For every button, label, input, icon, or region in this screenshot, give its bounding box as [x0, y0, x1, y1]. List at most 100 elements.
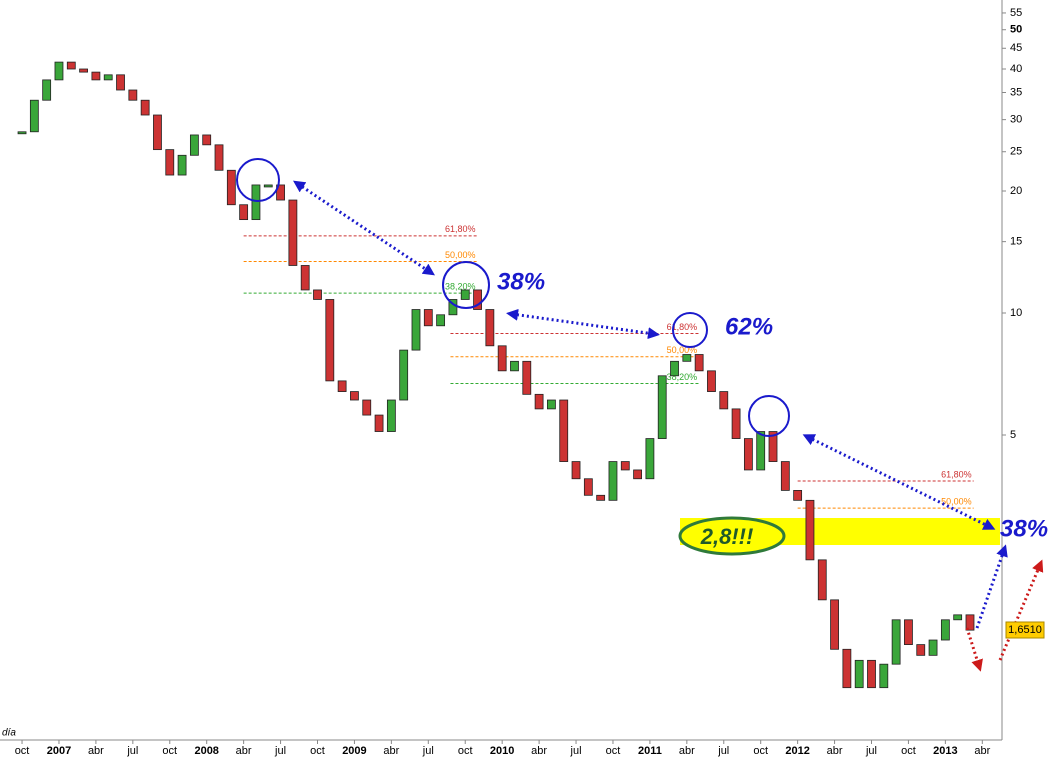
candle — [54, 61, 64, 81]
fib-label: 50,00% — [941, 497, 972, 507]
candle — [177, 154, 187, 176]
x-tick-label: oct — [162, 745, 177, 757]
arrow — [802, 434, 996, 530]
candle — [965, 614, 975, 631]
candle — [817, 559, 827, 601]
candle — [583, 478, 593, 496]
x-tick-label: oct — [15, 745, 30, 757]
x-tick-label: jul — [274, 745, 286, 757]
candle — [793, 490, 803, 501]
x-tick-label: jul — [422, 745, 434, 757]
callout — [678, 516, 786, 556]
candle — [29, 99, 39, 133]
candle — [916, 644, 926, 656]
fib-label: 61,80% — [667, 322, 698, 332]
candle — [362, 399, 372, 416]
candle — [263, 184, 273, 188]
x-tick-label: abr — [827, 745, 843, 757]
candle — [66, 61, 76, 70]
x-tick-label: jul — [717, 745, 729, 757]
candle — [251, 184, 261, 221]
x-tick-label: abr — [88, 745, 104, 757]
candle — [337, 380, 347, 392]
candle — [891, 619, 901, 665]
candle — [904, 619, 913, 645]
y-tick-label: 55 — [1010, 7, 1022, 19]
candle — [657, 375, 667, 439]
x-tick-label: oct — [753, 745, 768, 757]
candle — [325, 299, 335, 382]
candle — [953, 614, 963, 621]
x-tick-label: 2013 — [933, 745, 957, 757]
y-tick-label: 50 — [1010, 24, 1022, 36]
candle — [436, 314, 446, 327]
x-tick-label: abr — [531, 745, 547, 757]
x-tick-label: abr — [974, 745, 990, 757]
candle — [374, 414, 384, 432]
fib-label: 38,20% — [445, 281, 476, 291]
candle — [226, 169, 236, 206]
annotation: 2,8!!! — [700, 524, 754, 549]
y-tick-label: 15 — [1010, 236, 1022, 248]
candle — [189, 134, 199, 156]
candle — [534, 393, 544, 410]
x-tick-label: 2011 — [638, 745, 662, 757]
fib-label: 50,00% — [667, 345, 698, 355]
candle — [214, 144, 224, 171]
price-label: 1,6510 — [1008, 624, 1042, 636]
candle — [559, 399, 569, 462]
candle — [42, 79, 52, 101]
candle — [313, 289, 322, 300]
x-tick-label: oct — [310, 745, 325, 757]
candle — [879, 663, 889, 689]
circle — [442, 261, 490, 309]
candle — [165, 149, 175, 176]
x-tick-label: abr — [236, 745, 252, 757]
candle — [854, 659, 864, 689]
candle — [830, 599, 839, 650]
candle — [940, 619, 950, 641]
x-tick-label: 2012 — [785, 745, 809, 757]
candle — [497, 345, 507, 372]
x-tick-label: oct — [901, 745, 916, 757]
candle — [596, 494, 606, 501]
x-tick-label: abr — [383, 745, 399, 757]
price-tag — [1005, 621, 1045, 639]
y-tick-label: 10 — [1010, 307, 1022, 319]
circle — [748, 395, 790, 437]
candle — [350, 391, 359, 401]
y-tick-label: 25 — [1010, 146, 1022, 158]
candle — [423, 309, 433, 327]
candle — [571, 461, 581, 480]
fib-label: 50,00% — [445, 250, 476, 260]
candle — [608, 461, 618, 501]
arrow — [293, 180, 435, 276]
y-tick-label: 40 — [1010, 63, 1022, 75]
candle — [682, 354, 692, 362]
y-tick-label: 5 — [1010, 429, 1016, 441]
candle — [276, 184, 285, 201]
candle — [633, 469, 642, 480]
x-tick-label: jul — [865, 745, 877, 757]
candle — [522, 360, 532, 395]
fib-label: 61,80% — [941, 469, 972, 479]
arrow — [998, 559, 1044, 661]
candle — [805, 499, 815, 561]
candle — [645, 438, 655, 480]
candle — [670, 360, 679, 377]
candle — [780, 461, 790, 491]
candle — [399, 349, 409, 401]
x-tick-label: abr — [679, 745, 695, 757]
y-tick-label: 45 — [1010, 42, 1022, 54]
candle — [756, 431, 766, 471]
candle — [288, 199, 298, 266]
x-tick-label: 2007 — [47, 745, 71, 757]
candle — [731, 408, 741, 439]
x-tick-label: jul — [570, 745, 582, 757]
candle — [768, 431, 778, 462]
candle — [694, 354, 704, 372]
candle — [842, 648, 852, 689]
y-tick-label: 30 — [1010, 114, 1022, 126]
candle — [103, 74, 113, 81]
